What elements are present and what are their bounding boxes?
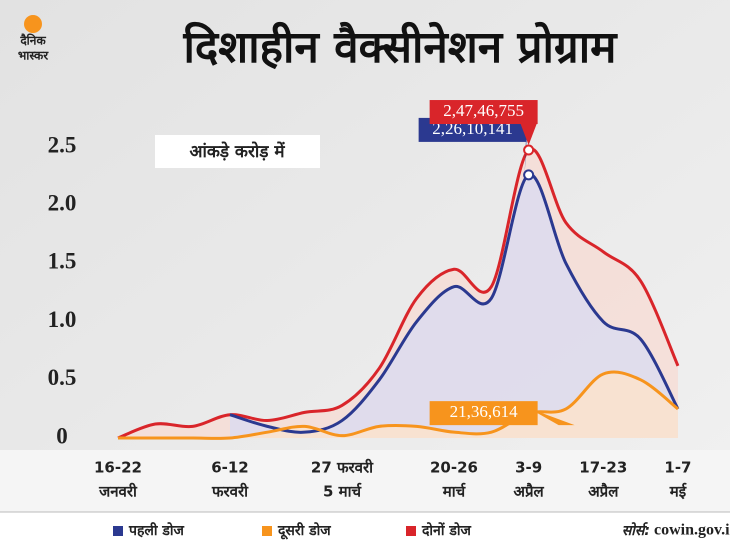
legend-swatch [262,526,272,536]
area [229,174,678,438]
x-tick-label: अप्रैल [514,483,545,501]
value-label: 21,36,614 [450,402,519,421]
label-pointer [528,408,575,426]
x-tick-label: 16-22 [94,459,142,477]
label-pointer [520,124,537,146]
area [118,372,678,439]
chart-title: दिशाहीन वैक्सीनेशन प्रोग्राम [183,21,619,73]
line [117,147,680,440]
x-tick-label: मार्च [442,483,467,501]
legend-label: पहली डोज [128,522,184,539]
legend-swatch [113,526,123,536]
y-tick-label: 0 [56,423,68,448]
x-tick-label: अप्रैल [588,483,619,501]
x-tick-label: जनवरी [98,483,138,501]
x-band [0,450,730,512]
line [117,370,679,440]
x-tick-label: 17-23 [579,459,627,477]
logo-text: दैनिक [19,34,46,48]
source-label: सोर्स: [622,522,650,539]
label-box [429,100,538,125]
subtitle: आंकड़े करोड़ में [189,141,285,162]
logo-text: भास्कर [18,49,49,63]
legend-swatch [406,526,416,536]
legend-label: दूसरी डोज [277,522,331,540]
y-tick-label: 0.5 [48,365,77,390]
x-tick-label: फरवरी [211,483,249,501]
point-marker [523,169,535,181]
source: cowin.gov.in [654,522,730,539]
x-tick-label: 27 फरवरी [311,459,374,477]
x-tick-label: 20-26 [430,459,478,477]
value-label: 2,47,46,755 [443,101,524,120]
x-tick-label: 3-9 [515,459,542,477]
legend-band [0,512,730,548]
point-marker [523,144,535,156]
y-tick-label: 2.0 [48,191,77,216]
label-box [429,401,538,426]
subtitle-box [155,135,320,168]
line [229,173,680,434]
y-tick-label: 1.5 [48,249,77,274]
legend-label: दोनों डोज [421,522,471,539]
y-tick-label: 1.0 [48,307,77,332]
logo-sun [24,15,42,33]
x-tick-label: मई [669,483,687,501]
x-tick-label: 6-12 [211,459,249,477]
y-tick-label: 2.5 [48,132,77,157]
x-tick-label: 1-7 [664,459,691,477]
x-tick-label: 5 मार्च [323,483,363,501]
